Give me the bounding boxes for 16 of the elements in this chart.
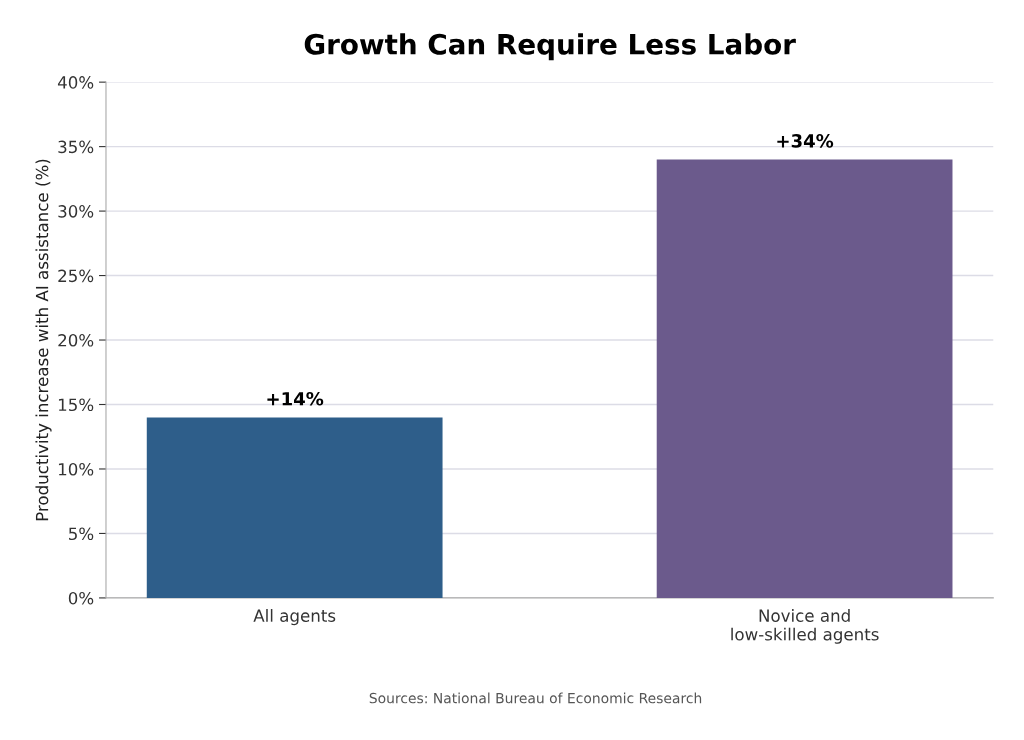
x-tick-label: All agents: [253, 609, 336, 626]
data-label: +14%: [267, 391, 324, 406]
y-tick-label: 30%: [58, 205, 94, 218]
y-axis-title: Productivity increase with AI assistance (%): [35, 159, 52, 521]
y-tick-label: 15%: [58, 398, 94, 412]
y-tick-label: 40%: [57, 76, 94, 89]
y-tick-label: 5%: [69, 527, 94, 541]
source-note: Sources: National Bureau of Economic Research: [369, 692, 702, 704]
x-tick-label: Novice and low-skilled agents: [731, 609, 879, 644]
y-tick-label: 35%: [58, 140, 94, 154]
chart-title: Growth Can Require Less Labor: [304, 33, 796, 61]
y-tick-label: 10%: [58, 462, 94, 476]
data-label: +34%: [777, 134, 834, 148]
y-tick-label: 0%: [68, 591, 94, 605]
y-tick-label: 25%: [58, 269, 94, 283]
y-tick-label: 20%: [58, 333, 94, 347]
